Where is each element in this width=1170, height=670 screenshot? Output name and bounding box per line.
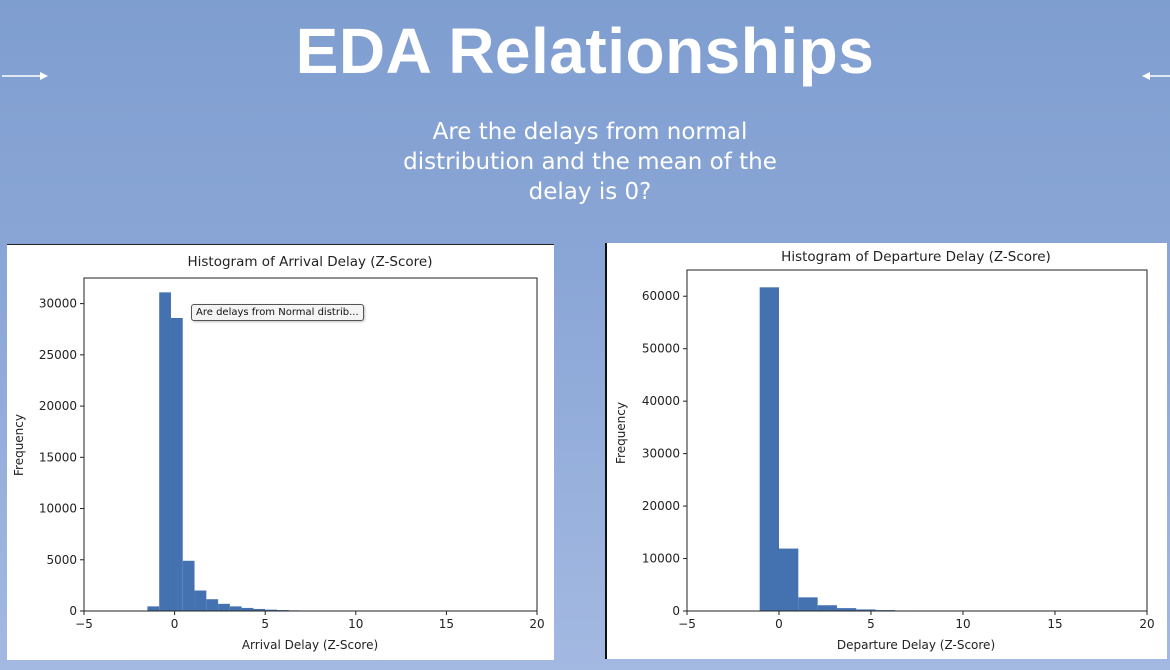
x-tick-label: 0 xyxy=(775,617,783,631)
y-tick-label: 10000 xyxy=(642,552,680,566)
y-axis-label: Frequency xyxy=(614,402,628,464)
slide-title: EDA Relationships xyxy=(295,15,875,87)
histogram-bar xyxy=(253,608,266,611)
histogram-bar xyxy=(182,560,195,611)
histogram-bar xyxy=(159,292,171,611)
x-tick-label: 20 xyxy=(529,617,544,631)
histogram-bar xyxy=(241,607,254,611)
y-tick-label: 30000 xyxy=(39,297,77,311)
histogram-bar xyxy=(779,548,799,611)
x-axis-label: Arrival Delay (Z-Score) xyxy=(242,638,378,652)
x-tick-label: 20 xyxy=(1139,617,1154,631)
chart-title: Histogram of Departure Delay (Z-Score) xyxy=(781,249,1051,265)
x-tick-label: 10 xyxy=(348,617,363,631)
x-tick-label: −5 xyxy=(75,617,93,631)
histogram-bar xyxy=(856,609,876,611)
arrival-delay-chart: Histogram of Arrival Delay (Z-Score) Arr… xyxy=(7,244,554,660)
x-axis-label: Departure Delay (Z-Score) xyxy=(837,638,995,652)
histogram-bar xyxy=(229,606,242,611)
x-tick-label: 10 xyxy=(955,617,970,631)
histogram-bar xyxy=(817,605,837,611)
x-tick-label: −5 xyxy=(678,617,696,631)
y-tick-label: 40000 xyxy=(642,394,680,408)
arrival-delay-histogram: Histogram of Arrival Delay (Z-Score) Arr… xyxy=(12,254,545,652)
y-tick-label: 60000 xyxy=(642,289,680,303)
histogram-bar xyxy=(218,603,230,611)
y-tick-label: 30000 xyxy=(642,447,680,461)
x-tick-label: 15 xyxy=(1047,617,1062,631)
histogram-bar xyxy=(194,590,207,611)
y-axis-label: Frequency xyxy=(12,414,26,476)
arrow-left-icon xyxy=(1142,72,1170,80)
plot-frame xyxy=(83,277,538,612)
y-tick-label: 20000 xyxy=(39,399,77,413)
y-tick-label: 5000 xyxy=(46,553,77,567)
y-tick-label: 10000 xyxy=(39,502,77,516)
chart-title: Histogram of Arrival Delay (Z-Score) xyxy=(187,254,432,270)
x-tick-label: 5 xyxy=(261,617,269,631)
departure-delay-chart: Histogram of Departure Delay (Z-Score) D… xyxy=(605,243,1167,659)
y-tick-label: 20000 xyxy=(642,499,680,513)
histogram-bar xyxy=(265,609,277,611)
y-tick-label: 15000 xyxy=(39,450,77,464)
departure-delay-histogram: Histogram of Departure Delay (Z-Score) D… xyxy=(614,249,1155,652)
x-tick-label: 5 xyxy=(867,617,875,631)
histogram-bar xyxy=(147,606,160,611)
x-tick-label: 15 xyxy=(439,617,454,631)
y-tick-label: 0 xyxy=(672,604,680,618)
plot-frame xyxy=(686,269,1148,612)
histogram-bar xyxy=(170,317,183,611)
histogram-bar xyxy=(206,599,219,611)
y-tick-label: 0 xyxy=(69,604,77,618)
arrow-right-icon xyxy=(2,72,48,80)
x-tick-label: 0 xyxy=(171,617,179,631)
y-tick-label: 50000 xyxy=(642,342,680,356)
y-tick-label: 25000 xyxy=(39,348,77,362)
histogram-bar xyxy=(798,597,818,611)
tooltip: Are delays from Normal distrib... xyxy=(191,304,364,321)
histogram-bar xyxy=(759,287,779,611)
histogram-bar xyxy=(836,608,857,611)
slide-subtitle: Are the delays from normal distribution … xyxy=(403,119,777,205)
